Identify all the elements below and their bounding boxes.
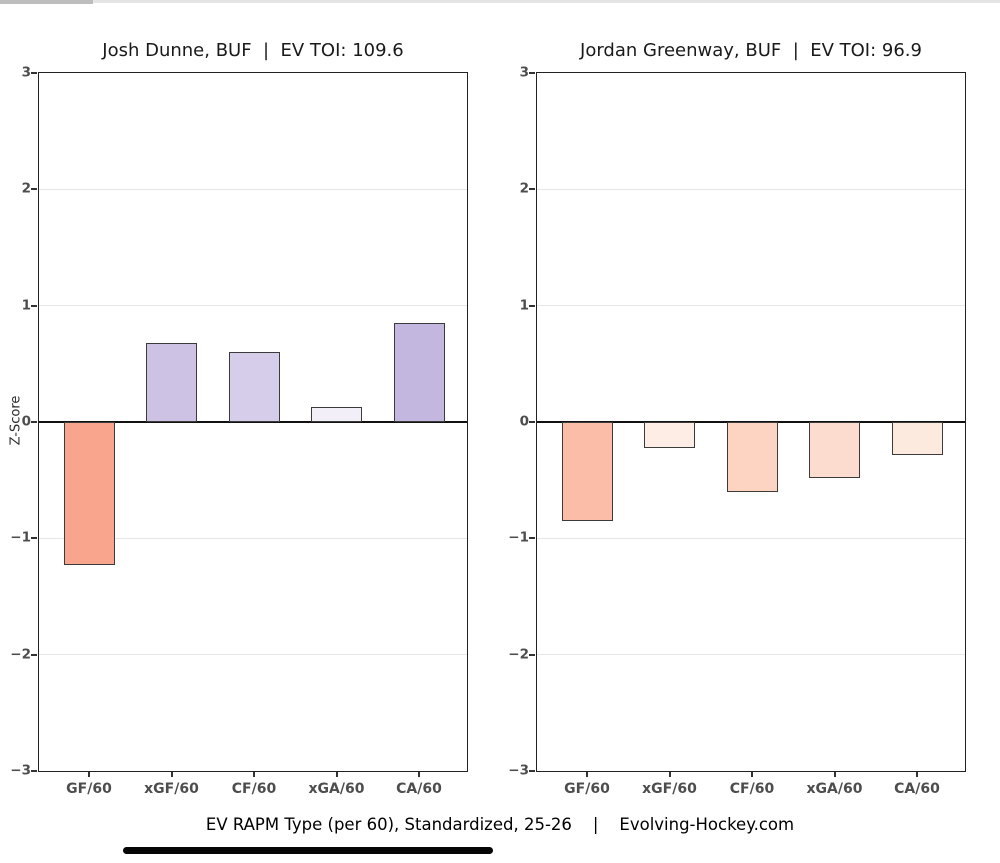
y-tick-mark [529, 537, 535, 540]
y-tick-label: 0 [519, 413, 529, 430]
x-tick-mark [586, 772, 588, 777]
x-category-label: CF/60 [729, 781, 775, 797]
gridline [537, 537, 965, 539]
x-tick-mark [335, 772, 338, 777]
y-tick-label: −3 [10, 762, 31, 779]
x-category-label: xGF/60 [144, 781, 199, 797]
y-tick-mark [529, 421, 535, 423]
y-tick-mark [529, 304, 535, 307]
y-tick-mark [529, 653, 535, 656]
x-tick-mark [418, 772, 420, 777]
y-tick-label: −1 [10, 529, 31, 546]
chart-panel-right: Jordan Greenway, BUF | EV TOI: 96.9 3 2 1 0… [508, 40, 966, 797]
x-tick-mark [88, 772, 90, 777]
bar-xga-60 [311, 406, 362, 422]
gridline [39, 654, 467, 656]
y-tick-label: 3 [21, 64, 31, 81]
gridline [39, 537, 467, 539]
x-tick-mark [833, 772, 836, 777]
y-tick-mark [31, 188, 37, 191]
gridline [537, 188, 965, 190]
x-category-label: CF/60 [231, 781, 277, 797]
y-tick-label: −3 [508, 762, 529, 779]
x-tick-mark [916, 772, 918, 777]
y-tick-mark [31, 304, 37, 307]
y-tick-label: 1 [21, 297, 31, 314]
top-edge-line [0, 0, 1000, 3]
bar-ca-60 [393, 323, 445, 422]
gridline [39, 305, 467, 307]
y-tick-mark [31, 72, 37, 74]
bar-cf-60 [228, 352, 280, 422]
x-tick-mark [668, 772, 671, 777]
x-category-label: CA/60 [894, 781, 940, 797]
y-tick-mark [31, 770, 37, 772]
zero-line [39, 421, 467, 423]
y-tick-label: −2 [508, 646, 529, 663]
x-category-label: xGA/60 [308, 781, 365, 797]
y-tick-mark [31, 421, 37, 423]
y-tick-mark [31, 653, 37, 656]
figure-caption: EV RAPM Type (per 60), Standardized, 25-… [205, 815, 795, 834]
y-tick-label: 2 [519, 180, 529, 197]
y-tick-label: 3 [519, 64, 529, 81]
y-tick-mark [31, 537, 37, 540]
x-category-label: CA/60 [396, 781, 442, 797]
bar-xgf-60 [644, 422, 695, 448]
y-tick-label: 0 [21, 413, 31, 430]
x-category-label: GF/60 [66, 781, 112, 797]
y-tick-label: 2 [21, 180, 31, 197]
gridline [537, 654, 965, 656]
x-tick-mark [170, 772, 173, 777]
y-tick-label: −2 [10, 646, 31, 663]
chart-title-right: Jordan Greenway, BUF | EV TOI: 96.9 [580, 40, 922, 61]
chart-title-left: Josh Dunne, BUF | EV TOI: 109.6 [102, 40, 404, 61]
x-tick-mark [751, 772, 753, 777]
x-tick-mark [253, 772, 255, 777]
y-tick-label: 1 [519, 297, 529, 314]
gridline [39, 188, 467, 190]
bar-cf-60 [726, 422, 778, 492]
bottom-indicator-bar [123, 847, 493, 854]
gridline [537, 305, 965, 307]
y-tick-mark [529, 72, 535, 74]
bar-gf-60 [561, 422, 613, 521]
bar-xga-60 [809, 422, 860, 478]
chart-panel-left: Josh Dunne, BUF | EV TOI: 109.6 3 2 1 0 −1 −2… [10, 40, 468, 797]
y-tick-mark [529, 770, 535, 772]
bar-ca-60 [891, 422, 943, 455]
x-category-label: xGA/60 [806, 781, 863, 797]
x-category-label: xGF/60 [642, 781, 697, 797]
x-category-label: GF/60 [564, 781, 610, 797]
y-tick-label: −1 [508, 529, 529, 546]
y-tick-mark [529, 188, 535, 191]
bar-gf-60 [63, 422, 115, 566]
bar-xgf-60 [146, 342, 197, 422]
top-edge-segment [0, 0, 93, 4]
